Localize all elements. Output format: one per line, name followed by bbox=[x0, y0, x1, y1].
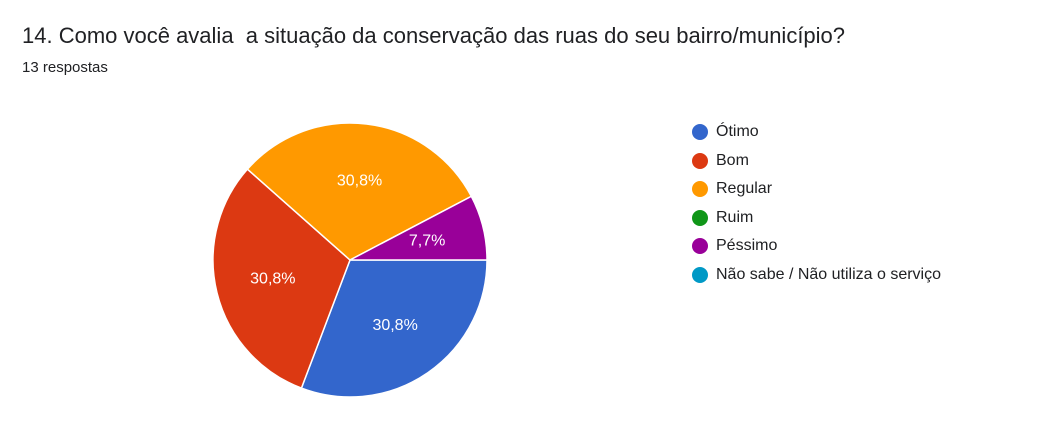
legend-item-5[interactable]: Péssimo bbox=[692, 232, 941, 261]
legend-swatch bbox=[692, 181, 708, 198]
pie-slice-1[interactable] bbox=[300, 259, 488, 398]
legend-label: Regular bbox=[716, 180, 773, 198]
legend-swatch bbox=[692, 238, 708, 255]
slice-label-3: 30,8% bbox=[337, 173, 382, 190]
legend-swatch bbox=[692, 124, 708, 141]
legend-item-1[interactable]: Ótimo bbox=[692, 118, 941, 147]
chart-legend: Ótimo Bom Regular Ruim Péssimo Não sabe / Não… bbox=[692, 118, 941, 289]
slice-label-1: 30,8% bbox=[372, 317, 417, 334]
pie-slice-3[interactable] bbox=[246, 122, 473, 261]
pie-slice-2[interactable] bbox=[212, 168, 351, 390]
legend-label: Bom bbox=[716, 151, 749, 169]
legend-swatch bbox=[692, 209, 708, 226]
pie-slice-5[interactable] bbox=[349, 195, 488, 261]
legend-item-3[interactable]: Regular bbox=[692, 175, 941, 204]
slice-label-2: 30,8% bbox=[250, 271, 295, 288]
response-count: 13 respostas bbox=[22, 59, 108, 76]
legend-item-6[interactable]: Não sabe / Não utiliza o serviço bbox=[692, 261, 941, 290]
legend-item-2[interactable]: Bom bbox=[692, 147, 941, 176]
legend-label: Ruim bbox=[716, 208, 754, 226]
slice-label-5: 7,7% bbox=[409, 232, 445, 249]
question-title: 14. Como você avalia a situação da conse… bbox=[22, 23, 846, 48]
legend-label: Não sabe / Não utiliza o serviço bbox=[716, 265, 941, 283]
legend-label: Péssimo bbox=[716, 237, 778, 255]
legend-item-4[interactable]: Ruim bbox=[692, 204, 941, 233]
legend-swatch bbox=[692, 266, 708, 283]
legend-swatch bbox=[692, 152, 708, 169]
pie-chart: 30,8% 30,8% 30,8% 7,7% bbox=[212, 122, 488, 398]
legend-label: Ótimo bbox=[716, 123, 759, 141]
